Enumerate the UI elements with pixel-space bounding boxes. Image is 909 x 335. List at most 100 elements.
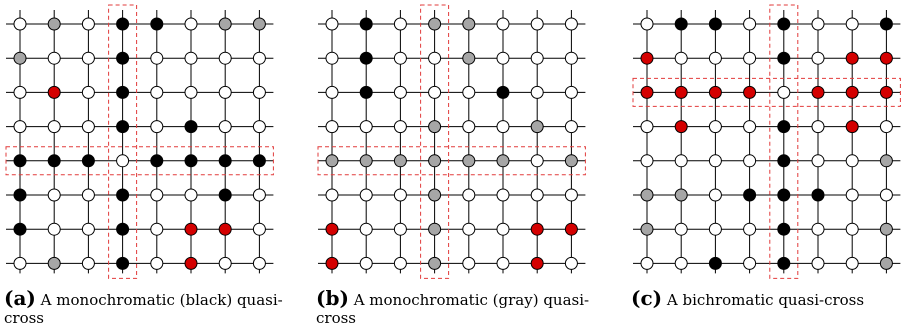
node-white	[252, 120, 266, 134]
node-white	[218, 120, 232, 134]
node-white	[564, 17, 578, 31]
node-white	[252, 188, 266, 202]
node-black	[777, 17, 791, 31]
node-black	[777, 120, 791, 134]
node-white	[393, 17, 407, 31]
node-black	[184, 120, 198, 134]
node-white	[150, 188, 164, 202]
node-white	[13, 256, 27, 270]
caption-text: A monochromatic (gray) quasi-	[353, 291, 590, 309]
highlight-column-box	[108, 4, 138, 279]
node-black	[496, 85, 510, 99]
node-white	[708, 120, 722, 134]
panel-b-grid	[317, 4, 586, 279]
node-red	[184, 256, 198, 270]
node-red	[640, 85, 654, 99]
node-white	[845, 17, 859, 31]
node-red	[743, 85, 757, 99]
node-gray	[428, 154, 442, 168]
node-white	[150, 85, 164, 99]
panel-a-grid	[5, 4, 274, 279]
node-black	[777, 256, 791, 270]
node-white	[845, 188, 859, 202]
node-black	[359, 85, 373, 99]
node-white	[496, 222, 510, 236]
node-white	[462, 188, 476, 202]
node-black	[777, 51, 791, 65]
node-gray	[47, 256, 61, 270]
node-red	[811, 85, 825, 99]
node-white	[393, 85, 407, 99]
node-white	[81, 85, 95, 99]
node-white	[674, 154, 688, 168]
caption-text-continued: cross	[4, 309, 44, 327]
node-white	[150, 120, 164, 134]
node-black	[116, 85, 130, 99]
caption-text: A monochromatic (black) quasi-	[40, 291, 283, 309]
node-white	[743, 17, 757, 31]
node-gray	[879, 222, 893, 236]
node-white	[150, 222, 164, 236]
node-white	[811, 222, 825, 236]
node-red	[845, 51, 859, 65]
node-black	[116, 222, 130, 236]
node-white	[184, 51, 198, 65]
node-white	[325, 85, 339, 99]
node-white	[393, 188, 407, 202]
node-white	[708, 51, 722, 65]
node-white	[13, 120, 27, 134]
node-white	[393, 222, 407, 236]
node-black	[116, 120, 130, 134]
node-white	[564, 51, 578, 65]
node-white	[640, 154, 654, 168]
node-red	[674, 85, 688, 99]
node-white	[47, 222, 61, 236]
node-white	[811, 17, 825, 31]
node-white	[530, 85, 544, 99]
node-white	[462, 85, 476, 99]
node-gray	[462, 17, 476, 31]
node-gray	[462, 51, 476, 65]
node-red	[845, 120, 859, 134]
node-black	[879, 17, 893, 31]
node-gray	[393, 154, 407, 168]
node-black	[674, 17, 688, 31]
node-black	[708, 17, 722, 31]
node-white	[47, 120, 61, 134]
node-gray	[428, 222, 442, 236]
node-white	[81, 120, 95, 134]
node-red	[530, 256, 544, 270]
panel-c-grid	[632, 4, 901, 279]
node-gray	[674, 188, 688, 202]
node-black	[13, 222, 27, 236]
node-white	[218, 85, 232, 99]
node-white	[359, 256, 373, 270]
node-white	[393, 51, 407, 65]
node-black	[218, 154, 232, 168]
node-gray	[496, 154, 510, 168]
panel-a-caption: (a) A monochromatic (black) quasi-cross	[4, 288, 304, 327]
node-black	[743, 188, 757, 202]
node-white	[150, 256, 164, 270]
node-black	[47, 154, 61, 168]
node-gray	[879, 256, 893, 270]
panel-b-caption: (b) A monochromatic (gray) quasi-cross	[316, 286, 616, 327]
caption-tag: (b)	[316, 286, 349, 310]
node-black	[252, 154, 266, 168]
node-white	[674, 256, 688, 270]
node-white	[743, 222, 757, 236]
node-white	[496, 17, 510, 31]
node-white	[81, 51, 95, 65]
node-white	[325, 17, 339, 31]
node-white	[640, 256, 654, 270]
node-white	[428, 51, 442, 65]
node-white	[743, 256, 757, 270]
node-white	[530, 51, 544, 65]
node-black	[359, 17, 373, 31]
node-black	[218, 188, 232, 202]
node-white	[496, 256, 510, 270]
node-white	[81, 188, 95, 202]
node-gray	[428, 120, 442, 134]
node-black	[81, 154, 95, 168]
